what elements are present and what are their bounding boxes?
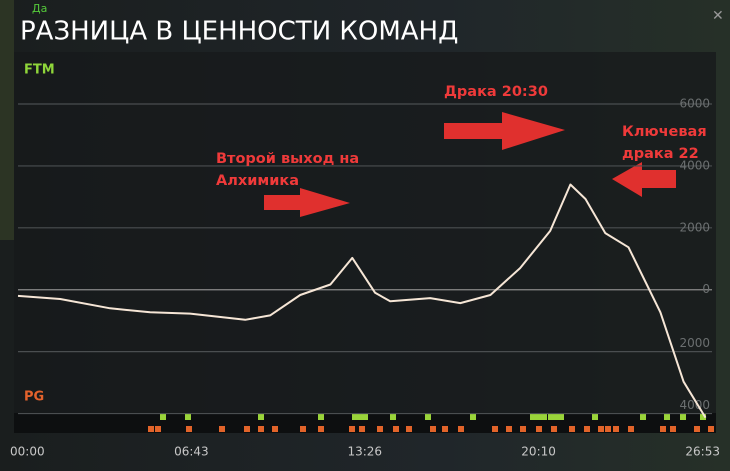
event-marker [530,414,536,420]
event-marker [708,426,714,432]
event-marker [551,426,557,432]
event-marker [359,426,365,432]
event-marker [660,426,666,432]
event-marker [430,426,436,432]
event-marker [272,426,278,432]
line [17,183,707,419]
hero-icons [0,0,14,240]
player-tag: Да [32,2,47,15]
event-marker [584,426,590,432]
event-marker [541,414,547,420]
team-bottom: PG [24,390,44,405]
x-tick-label: 06:43 [174,445,209,459]
event-marker [548,414,554,420]
event-marker [628,426,634,432]
event-marker [670,426,676,432]
event-marker [318,426,324,432]
plot-bg [14,52,716,432]
event-marker [393,426,399,432]
event-marker [664,414,670,420]
event-marker [605,426,611,432]
y-tick-label: 4000 [679,398,710,412]
arrows [264,112,676,217]
event-marker [160,414,166,420]
event-marker [506,426,512,432]
event-marker [569,426,575,432]
event-marker [700,414,706,420]
x-tick-label: 20:10 [521,445,556,459]
x-tick-label: 00:00 [10,445,45,459]
y-tick-label: 2000 [679,220,710,234]
event-marker [362,414,368,420]
event-marker [219,426,225,432]
x-tick-label: 26:53 [685,445,720,459]
event-marker [640,414,646,420]
x-tick-label: 13:26 [347,445,382,459]
event-marker [300,426,306,432]
event-marker [155,426,161,432]
team-top: FTM [24,63,55,78]
event-marker [318,414,324,420]
event-marker [553,414,559,420]
event-marker [258,414,264,420]
y-tick-label: 0 [702,282,710,296]
annotation: Второй выход на Алхимика [216,151,360,189]
event-marker [258,426,264,432]
event-marker [185,414,191,420]
event-marker [680,414,686,420]
event-marker [558,414,564,420]
event-marker [406,426,412,432]
event-marker [492,426,498,432]
event-marker [598,426,604,432]
title: РАЗНИЦА В ЦЕННОСТИ КОМАНД [20,17,458,47]
annotation: Ключевая драка 22 [622,124,707,162]
event-marker [390,414,396,420]
event-marker [358,414,364,420]
event-marker [442,426,448,432]
event-marker [352,414,358,420]
y-tick-label: 6000 [679,97,710,111]
event-marker [592,414,598,420]
event-marker [349,426,355,432]
event-marker [148,426,154,432]
event-marker [458,426,464,432]
event-marker [613,426,619,432]
y-tick-label: 2000 [679,336,710,350]
event-marker [536,426,542,432]
event-marker [536,414,542,420]
y-tick-label: 4000 [679,158,710,172]
event-marker [520,426,526,432]
event-marker [377,426,383,432]
close-button[interactable]: ✕ [712,8,724,24]
annotation: Драка 20:30 [444,84,548,100]
event-marker [186,426,192,432]
event-marker [425,414,431,420]
event-marker [694,426,700,432]
event-marker [470,414,476,420]
event-marker [244,426,250,432]
